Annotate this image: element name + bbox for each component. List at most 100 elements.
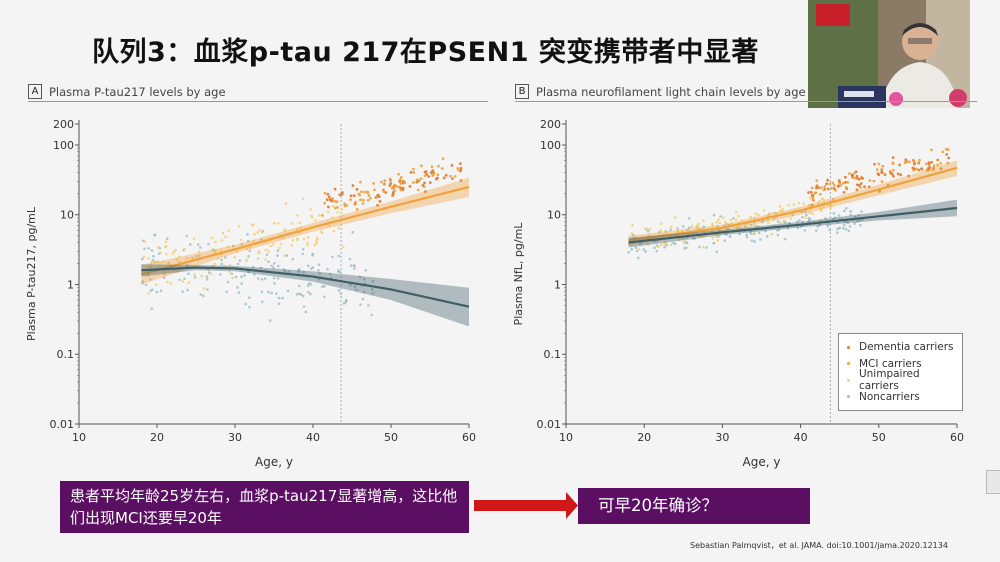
chart-a-point-unimpaired-carrier [158,265,161,268]
chart-a-point-unimpaired-carrier [214,249,218,253]
chart-a-point-noncarrier [185,263,189,267]
chart-b-point-unimpaired-carrier [781,207,784,211]
chart-a-point-noncarrier [310,267,313,270]
chart-b-point-symptomatic-carrier [872,179,876,183]
chart-b-point-noncarrier [776,229,779,232]
chart-a-point-unimpaired-carrier [306,243,310,247]
chart-b-point-unimpaired-carrier [744,223,747,227]
chart-b-point-noncarrier [844,227,848,231]
chart-b-point-unimpaired-carrier [748,216,752,219]
chart-a-point-noncarrier [304,310,308,314]
chart-b-point-unimpaired-carrier [715,221,719,224]
chart-b-point-noncarrier [755,224,758,228]
chart-b-point-noncarrier [853,222,857,225]
chart-a-point-unimpaired-carrier [154,283,158,287]
chart-a-point-unimpaired-carrier [187,281,191,284]
chart-b-point-symptomatic-carrier [936,158,940,162]
chart-b-point-noncarrier [804,210,808,214]
chart-b-point-symptomatic-carrier [912,162,916,166]
chart-a-point-noncarrier [243,274,246,277]
chart-b-point-unimpaired-carrier [722,216,725,219]
chart-b-point-noncarrier [857,213,861,217]
chart-a-point-unimpaired-carrier [328,224,332,227]
chart-b-point-symptomatic-carrier [917,161,921,165]
chart-a-point-symptomatic-carrier [436,173,440,177]
chart-b-point-noncarrier [776,220,780,223]
chart-b-point-symptomatic-carrier [848,172,851,175]
chart-a-point-unimpaired-carrier [281,236,285,240]
chart-a-point-unimpaired-carrier [216,257,219,260]
chart-b-point-noncarrier [828,228,832,232]
chart-b-x-tick-label: 40 [794,431,808,444]
slide-title: 队列3：血浆p-tau 217在PSEN1 突变携带者中显著 [92,37,759,68]
chart-b-point-unimpaired-carrier [665,231,668,234]
panel-b-label: B Plasma neurofilament light chain level… [515,84,806,99]
chart-b-point-noncarrier [796,226,800,230]
chart-b-point-symptomatic-carrier [828,182,832,186]
chart-a-point-symptomatic-carrier [378,199,382,203]
chart-a-point-symptomatic-carrier [382,189,385,193]
chart-a-point-symptomatic-carrier [415,180,419,184]
chart-b-point-noncarrier [858,219,861,222]
chart-b-point-symptomatic-carrier [891,162,895,166]
chart-b-point-noncarrier [719,215,722,218]
chart-b-point-symptomatic-carrier [875,168,879,171]
chart-a-point-unimpaired-carrier [197,250,201,254]
chart-a-point-symptomatic-carrier [398,180,402,183]
chart-a-point-noncarrier [277,296,281,300]
chart-a-point-noncarrier [286,289,290,293]
chart-a-point-noncarrier [141,279,144,283]
chart-a-point-unimpaired-carrier [284,202,288,205]
chart-a-point-unimpaired-carrier [299,226,302,230]
chart-a-point-symptomatic-carrier [355,208,359,211]
chart-a-point-symptomatic-carrier [391,190,395,194]
chart-b-x-tick-label: 30 [715,431,729,444]
chart-a-point-noncarrier [282,267,286,271]
chart-a-point-noncarrier [353,267,356,270]
chart-b-point-unimpaired-carrier [714,235,718,239]
chart-b-point-unimpaired-carrier [808,203,811,207]
chart-a-point-unimpaired-carrier [252,239,255,243]
chart-b-point-unimpaired-carrier [820,197,824,200]
chart-b-point-noncarrier [776,233,780,237]
chart-b-point-noncarrier [748,230,752,233]
chart-b-point-noncarrier [833,216,837,219]
chart-b-point-noncarrier [712,213,716,217]
chart-b-point-symptomatic-carrier [907,160,911,164]
chart-b-point-symptomatic-carrier [892,168,895,172]
chart-a-point-noncarrier [260,290,264,294]
chart-a-point-symptomatic-carrier [382,182,386,186]
chart-b-point-noncarrier [805,213,808,217]
chart-a-point-noncarrier [181,290,184,294]
chart-b-point-unimpaired-carrier [782,219,786,223]
chart-b-point-symptomatic-carrier [867,185,871,189]
chart-b-point-noncarrier [630,248,634,251]
chart-a-point-symptomatic-carrier [389,182,393,185]
chart-a-point-noncarrier [370,287,374,291]
side-widget[interactable] [986,470,1000,494]
chart-b-point-symptomatic-carrier [925,168,929,172]
chart-b-point-noncarrier [712,241,716,245]
chart-a-point-noncarrier [199,293,203,296]
chart-b-point-noncarrier [826,224,830,228]
chart-a-point-noncarrier [367,304,370,307]
chart-b-point-noncarrier [788,221,791,225]
chart-a-point-symptomatic-carrier [431,169,435,173]
chart-a-point-unimpaired-carrier [228,270,231,274]
chart-b-point-unimpaired-carrier [762,208,766,212]
chart-a-point-noncarrier [247,296,251,300]
chart-b-point-symptomatic-carrier [844,186,848,189]
chart-b-point-symptomatic-carrier [873,162,876,166]
legend-label-dementia-carriers: Dementia carriers [859,341,954,354]
chart-b-point-noncarrier [627,250,630,254]
chart-b-point-symptomatic-carrier [918,158,921,162]
chart-b-point-symptomatic-carrier [855,188,859,192]
chart-b-point-unimpaired-carrier [811,212,814,216]
chart-a-y-tick-label: 0.1 [57,348,75,361]
chart-a-point-noncarrier [246,233,249,236]
chart-a-point-unimpaired-carrier [149,262,153,266]
panel-a-letter: A [28,84,42,99]
chart-a-point-symptomatic-carrier [343,202,347,206]
chart-b-point-symptomatic-carrier [883,173,887,176]
